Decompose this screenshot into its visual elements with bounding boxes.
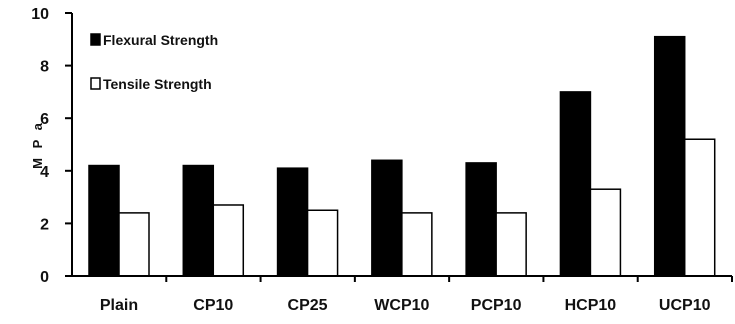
x-tick-label: Plain xyxy=(100,297,138,314)
bars xyxy=(88,35,716,277)
y-tick-label: 2 xyxy=(40,216,49,233)
legend-swatch-flexural xyxy=(90,33,101,46)
bar-tensile-plain xyxy=(118,212,150,277)
bar-flexural-pcp10 xyxy=(465,162,497,277)
y-axis-ticks: 0 2 4 6 8 10 xyxy=(31,6,72,286)
y-tick-label: 4 xyxy=(40,164,49,181)
y-tick-label: 8 xyxy=(40,59,49,76)
y-axis-title: M P a xyxy=(30,120,45,169)
x-tick-label: PCP10 xyxy=(471,297,522,314)
y-tick-label: 10 xyxy=(31,6,49,23)
legend-label-tensile: Tensile Strength xyxy=(103,76,212,92)
legend-swatch-tensile xyxy=(90,77,101,90)
x-tick-label: UCP10 xyxy=(659,297,711,314)
bar-tensile-wcp10 xyxy=(401,212,433,277)
x-axis-labels: Plain CP10 CP25 WCP10 PCP10 HCP10 UCP10 xyxy=(100,276,733,314)
legend: Flexural Strength Tensile Strength xyxy=(90,32,218,92)
bar-tensile-hcp10 xyxy=(589,188,622,277)
legend-label-flexural: Flexural Strength xyxy=(103,32,218,48)
bar-tensile-cp25 xyxy=(306,209,339,277)
bar-flexural-wcp10 xyxy=(371,159,403,277)
x-tick-label: CP10 xyxy=(193,297,233,314)
bar-flexural-hcp10 xyxy=(559,91,592,277)
bar-flexural-cp10 xyxy=(182,164,215,277)
x-tick-label: WCP10 xyxy=(374,297,429,314)
x-tick-label: CP25 xyxy=(288,297,328,314)
bar-tensile-cp10 xyxy=(212,204,245,277)
bar-flexural-cp25 xyxy=(276,167,309,277)
bar-tensile-pcp10 xyxy=(495,212,527,277)
y-tick-label: 0 xyxy=(40,269,49,286)
x-tick-label: HCP10 xyxy=(565,297,617,314)
bar-flexural-ucp10 xyxy=(653,35,686,277)
bar-tensile-ucp10 xyxy=(683,138,716,277)
y-tick-label: 6 xyxy=(40,111,49,128)
bar-flexural-plain xyxy=(88,164,120,277)
